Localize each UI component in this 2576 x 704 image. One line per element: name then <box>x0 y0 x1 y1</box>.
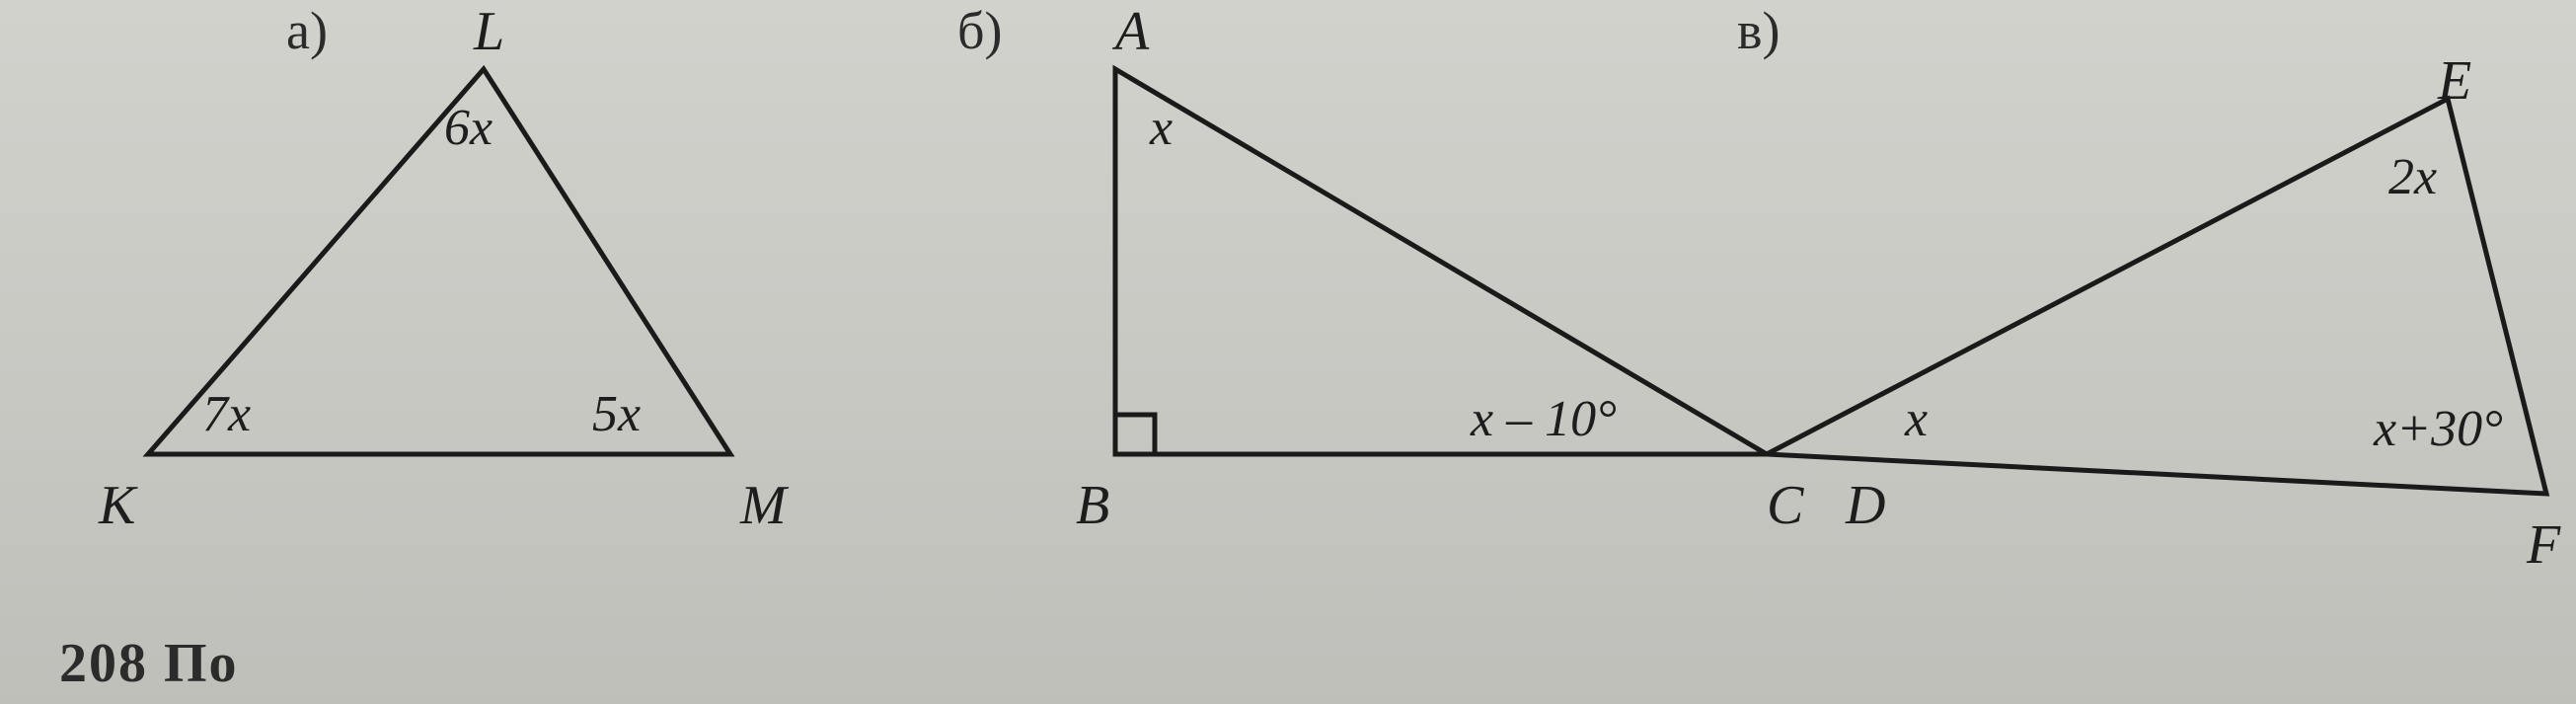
vertex-A: A <box>1115 0 1149 63</box>
angle-K: 7x <box>202 385 251 443</box>
triangle-b <box>1076 39 1826 504</box>
angle-F: x+30° <box>2374 400 2503 458</box>
angle-A: x <box>1150 99 1173 157</box>
vertex-M: M <box>740 474 787 537</box>
triangle-c <box>1737 39 2576 533</box>
vertex-K: K <box>99 474 135 537</box>
angle-L: 6x <box>444 99 492 157</box>
angle-M: 5x <box>592 385 641 443</box>
vertex-F: F <box>2527 513 2560 577</box>
part-label-b: б) <box>957 0 1002 61</box>
vertex-E: E <box>2438 49 2471 113</box>
angle-C: x – 10° <box>1471 390 1617 448</box>
vertex-B: B <box>1076 474 1109 537</box>
footer-text: 208 По <box>59 632 239 695</box>
vertex-L: L <box>474 0 504 63</box>
right-angle-mark <box>1115 415 1155 454</box>
angle-D: x <box>1905 390 1928 448</box>
angle-E: 2x <box>2388 148 2437 206</box>
vertex-D: D <box>1846 474 1885 537</box>
page-root: { "parts": { "a": "а)", "b": "б)", "c": … <box>0 0 2576 704</box>
